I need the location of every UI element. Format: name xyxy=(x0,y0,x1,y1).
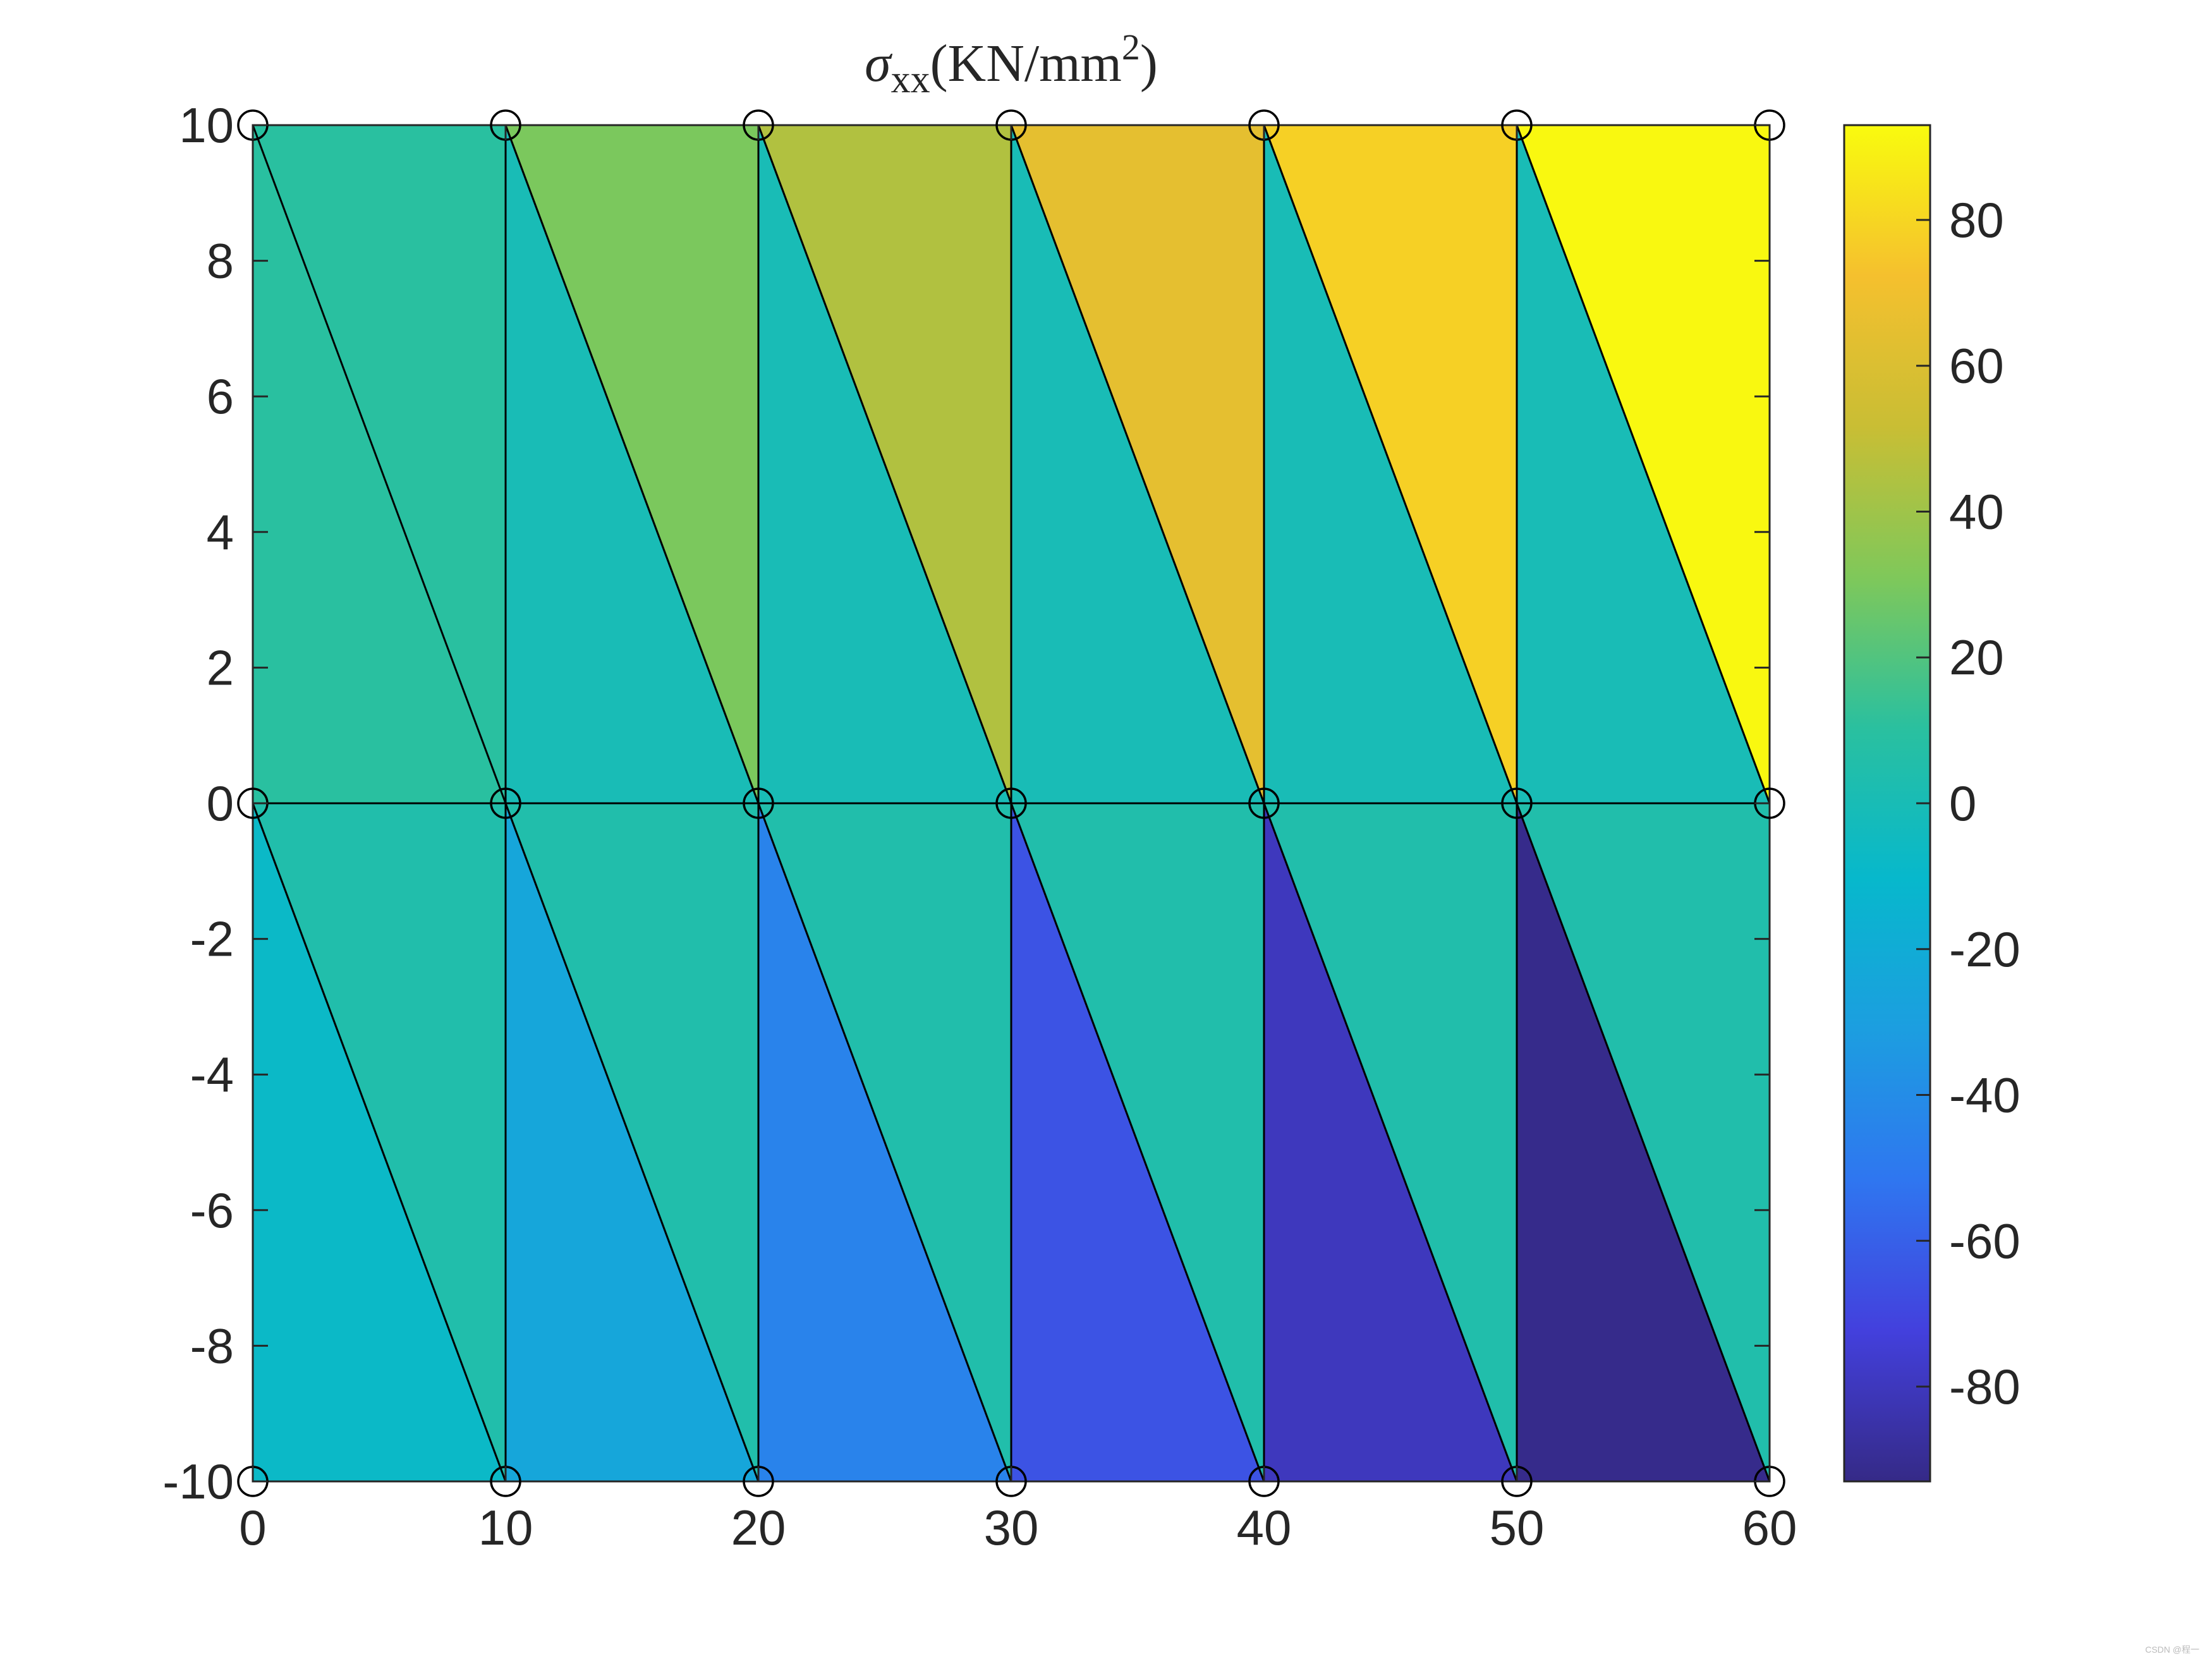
title-unit-close: ) xyxy=(1140,34,1158,93)
colorbar-tick-label: 60 xyxy=(1949,338,2004,394)
x-tick-label: 60 xyxy=(1742,1500,1797,1555)
x-tick-label: 0 xyxy=(239,1500,266,1555)
colorbar-tick-label: -40 xyxy=(1949,1067,2021,1123)
mesh-node-11 xyxy=(995,787,1027,819)
colorbar-tick-label: 80 xyxy=(1949,192,2004,248)
colorbar-scale xyxy=(1843,124,1931,1483)
colorbar-tick-label: -20 xyxy=(1949,921,2021,977)
y-tick-label: -4 xyxy=(190,1047,234,1102)
mesh-node-12 xyxy=(1248,787,1280,819)
mesh-node-10 xyxy=(743,787,774,819)
y-tick-label: 0 xyxy=(207,775,234,831)
mesh-elements xyxy=(252,124,1771,1483)
colorbar-tick-label: -80 xyxy=(1949,1359,2021,1414)
y-tick-label: -10 xyxy=(162,1454,234,1509)
y-tick-label: 8 xyxy=(207,233,234,289)
x-axis: 0 10 20 30 40 50 60 xyxy=(239,125,1797,1555)
y-axis: 10 8 6 4 2 0 -2 -4 -6 -8 -10 xyxy=(162,97,1770,1509)
x-tick-label: 50 xyxy=(1490,1500,1545,1555)
y-tick-label: 6 xyxy=(207,368,234,424)
chart-title: σxx(KN/mm2) xyxy=(865,27,1158,101)
title-symbol: σ xyxy=(865,34,893,93)
mesh-node-9 xyxy=(490,787,521,819)
colorbar-tick-label: -60 xyxy=(1949,1213,2021,1268)
y-tick-label: 2 xyxy=(207,640,234,695)
x-tick-label: 20 xyxy=(731,1500,786,1555)
y-tick-label: 4 xyxy=(207,504,234,560)
colorbar: 80 60 40 20 0 -20 -40 -60 -80 xyxy=(1843,124,2021,1483)
y-tick-label: -8 xyxy=(190,1318,234,1373)
x-tick-label: 30 xyxy=(984,1500,1039,1555)
title-unit: (KN/mm xyxy=(930,34,1122,93)
colorbar-tick-label: 20 xyxy=(1949,629,2004,685)
y-tick-label: -6 xyxy=(190,1182,234,1238)
mesh-node-13 xyxy=(1501,787,1533,819)
y-tick-label: -2 xyxy=(190,911,234,967)
watermark: CSDN @程一 xyxy=(2145,1644,2199,1655)
colorbar-tick-label: 40 xyxy=(1949,483,2004,539)
colorbar-tick-label: 0 xyxy=(1949,775,1976,831)
x-tick-label: 10 xyxy=(478,1500,533,1555)
title-subscript: xx xyxy=(891,58,930,101)
colorbar-ticks: 80 60 40 20 0 -20 -40 -60 -80 xyxy=(1916,192,2021,1414)
title-superscript: 2 xyxy=(1122,27,1140,68)
x-tick-label: 40 xyxy=(1237,1500,1292,1555)
y-tick-label: 10 xyxy=(179,97,234,153)
